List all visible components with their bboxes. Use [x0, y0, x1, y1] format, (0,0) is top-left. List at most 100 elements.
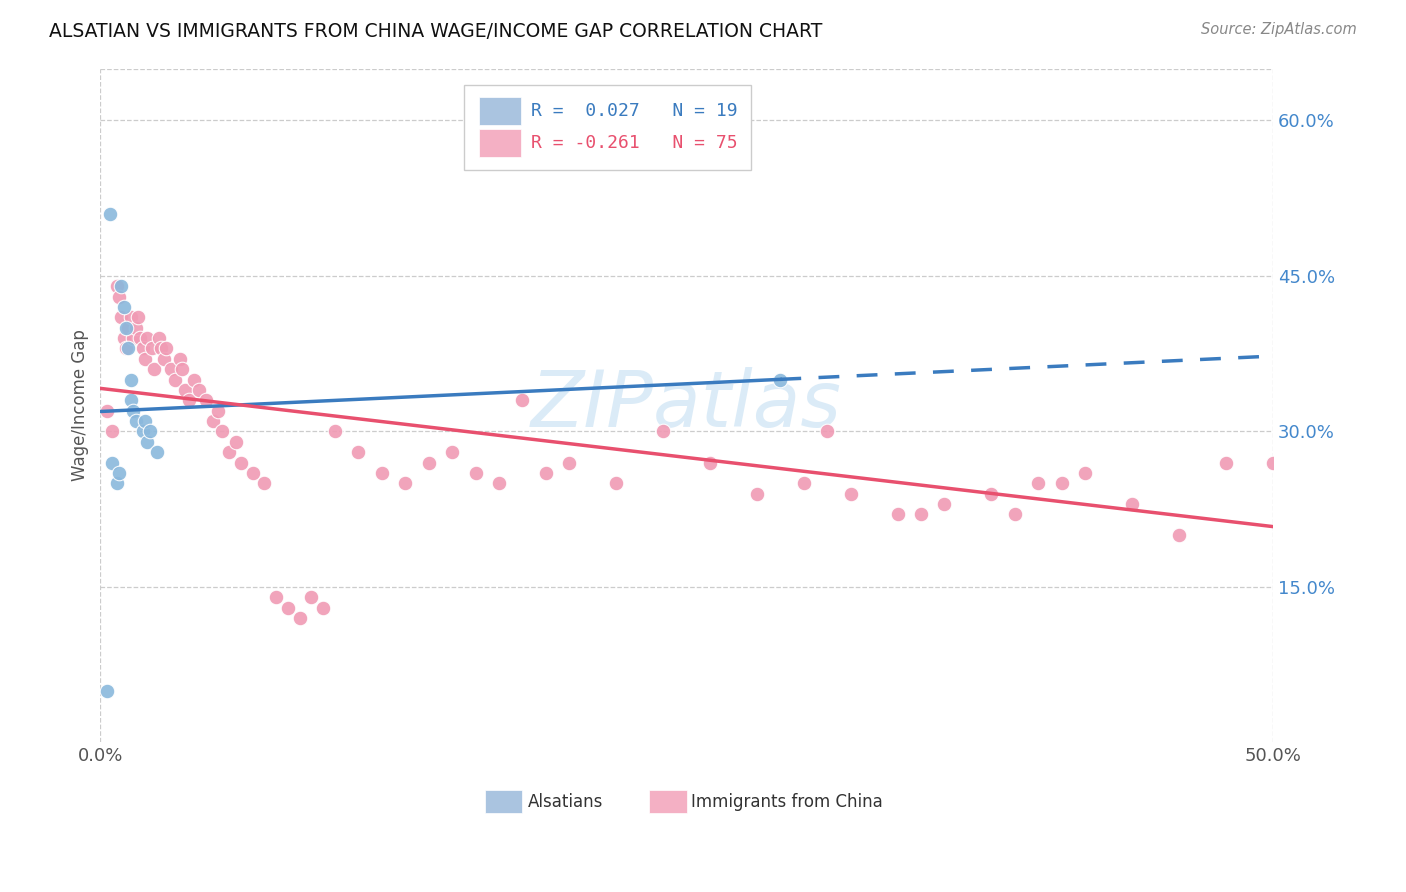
Point	[1004, 508, 1026, 522]
Point	[886, 508, 908, 522]
Point	[194, 393, 217, 408]
Point	[218, 445, 240, 459]
FancyBboxPatch shape	[650, 790, 686, 814]
Point	[159, 362, 181, 376]
Point	[534, 466, 557, 480]
Point	[605, 476, 627, 491]
Point	[394, 476, 416, 491]
Point	[110, 310, 132, 325]
FancyBboxPatch shape	[485, 790, 523, 814]
Point	[150, 342, 173, 356]
Point	[136, 434, 159, 449]
Text: ZIPatlas: ZIPatlas	[531, 368, 842, 443]
Point	[371, 466, 394, 480]
Point	[129, 331, 152, 345]
Point	[675, 113, 697, 128]
Point	[120, 373, 142, 387]
Point	[910, 508, 932, 522]
Point	[839, 486, 862, 500]
Point	[201, 414, 224, 428]
Point	[141, 342, 163, 356]
Point	[101, 425, 124, 439]
Point	[558, 456, 581, 470]
Point	[488, 476, 510, 491]
Point	[253, 476, 276, 491]
Point	[124, 414, 146, 428]
Point	[1121, 497, 1143, 511]
Point	[699, 456, 721, 470]
Point	[1050, 476, 1073, 491]
Point	[169, 351, 191, 366]
Point	[441, 445, 464, 459]
Point	[464, 466, 486, 480]
Point	[117, 342, 139, 356]
Point	[165, 373, 187, 387]
FancyBboxPatch shape	[464, 86, 751, 169]
Y-axis label: Wage/Income Gap: Wage/Income Gap	[72, 329, 89, 482]
Point	[108, 290, 131, 304]
Point	[934, 497, 956, 511]
Point	[120, 393, 142, 408]
Text: R = -0.261   N = 75: R = -0.261 N = 75	[530, 134, 737, 152]
Point	[793, 476, 815, 491]
Point	[312, 600, 335, 615]
Point	[1215, 456, 1237, 470]
Point	[110, 279, 132, 293]
Point	[136, 331, 159, 345]
Point	[980, 486, 1002, 500]
Point	[134, 414, 156, 428]
Point	[152, 351, 174, 366]
Point	[745, 486, 768, 500]
Point	[173, 383, 195, 397]
Point	[96, 683, 118, 698]
Point	[1074, 466, 1097, 480]
Point	[138, 425, 160, 439]
Text: Source: ZipAtlas.com: Source: ZipAtlas.com	[1201, 22, 1357, 37]
Point	[117, 320, 139, 334]
Point	[105, 279, 128, 293]
FancyBboxPatch shape	[479, 129, 522, 158]
Point	[187, 383, 209, 397]
Point	[769, 373, 792, 387]
Text: R =  0.027   N = 19: R = 0.027 N = 19	[530, 102, 737, 120]
Point	[120, 310, 142, 325]
Point	[134, 351, 156, 366]
Point	[418, 456, 440, 470]
Point	[179, 393, 201, 408]
Point	[122, 403, 145, 417]
Point	[225, 434, 247, 449]
Point	[127, 310, 149, 325]
Text: Immigrants from China: Immigrants from China	[692, 793, 883, 811]
Point	[172, 362, 194, 376]
Point	[105, 476, 128, 491]
Point	[347, 445, 370, 459]
Point	[112, 331, 135, 345]
Point	[155, 342, 177, 356]
Point	[96, 403, 118, 417]
Point	[183, 373, 205, 387]
Point	[211, 425, 233, 439]
Point	[229, 456, 252, 470]
Point	[815, 425, 838, 439]
Text: Alsatians: Alsatians	[529, 793, 603, 811]
Point	[112, 300, 135, 314]
Point	[1168, 528, 1191, 542]
Point	[122, 331, 145, 345]
Point	[1261, 456, 1284, 470]
Point	[115, 320, 138, 334]
Point	[145, 445, 167, 459]
Point	[148, 331, 170, 345]
FancyBboxPatch shape	[479, 97, 522, 125]
Point	[299, 591, 322, 605]
Point	[101, 456, 124, 470]
Point	[1026, 476, 1049, 491]
Point	[124, 320, 146, 334]
Point	[323, 425, 346, 439]
Point	[108, 466, 131, 480]
Point	[131, 425, 153, 439]
Text: ALSATIAN VS IMMIGRANTS FROM CHINA WAGE/INCOME GAP CORRELATION CHART: ALSATIAN VS IMMIGRANTS FROM CHINA WAGE/I…	[49, 22, 823, 41]
Point	[98, 207, 121, 221]
Point	[288, 611, 311, 625]
Point	[277, 600, 299, 615]
Point	[143, 362, 166, 376]
